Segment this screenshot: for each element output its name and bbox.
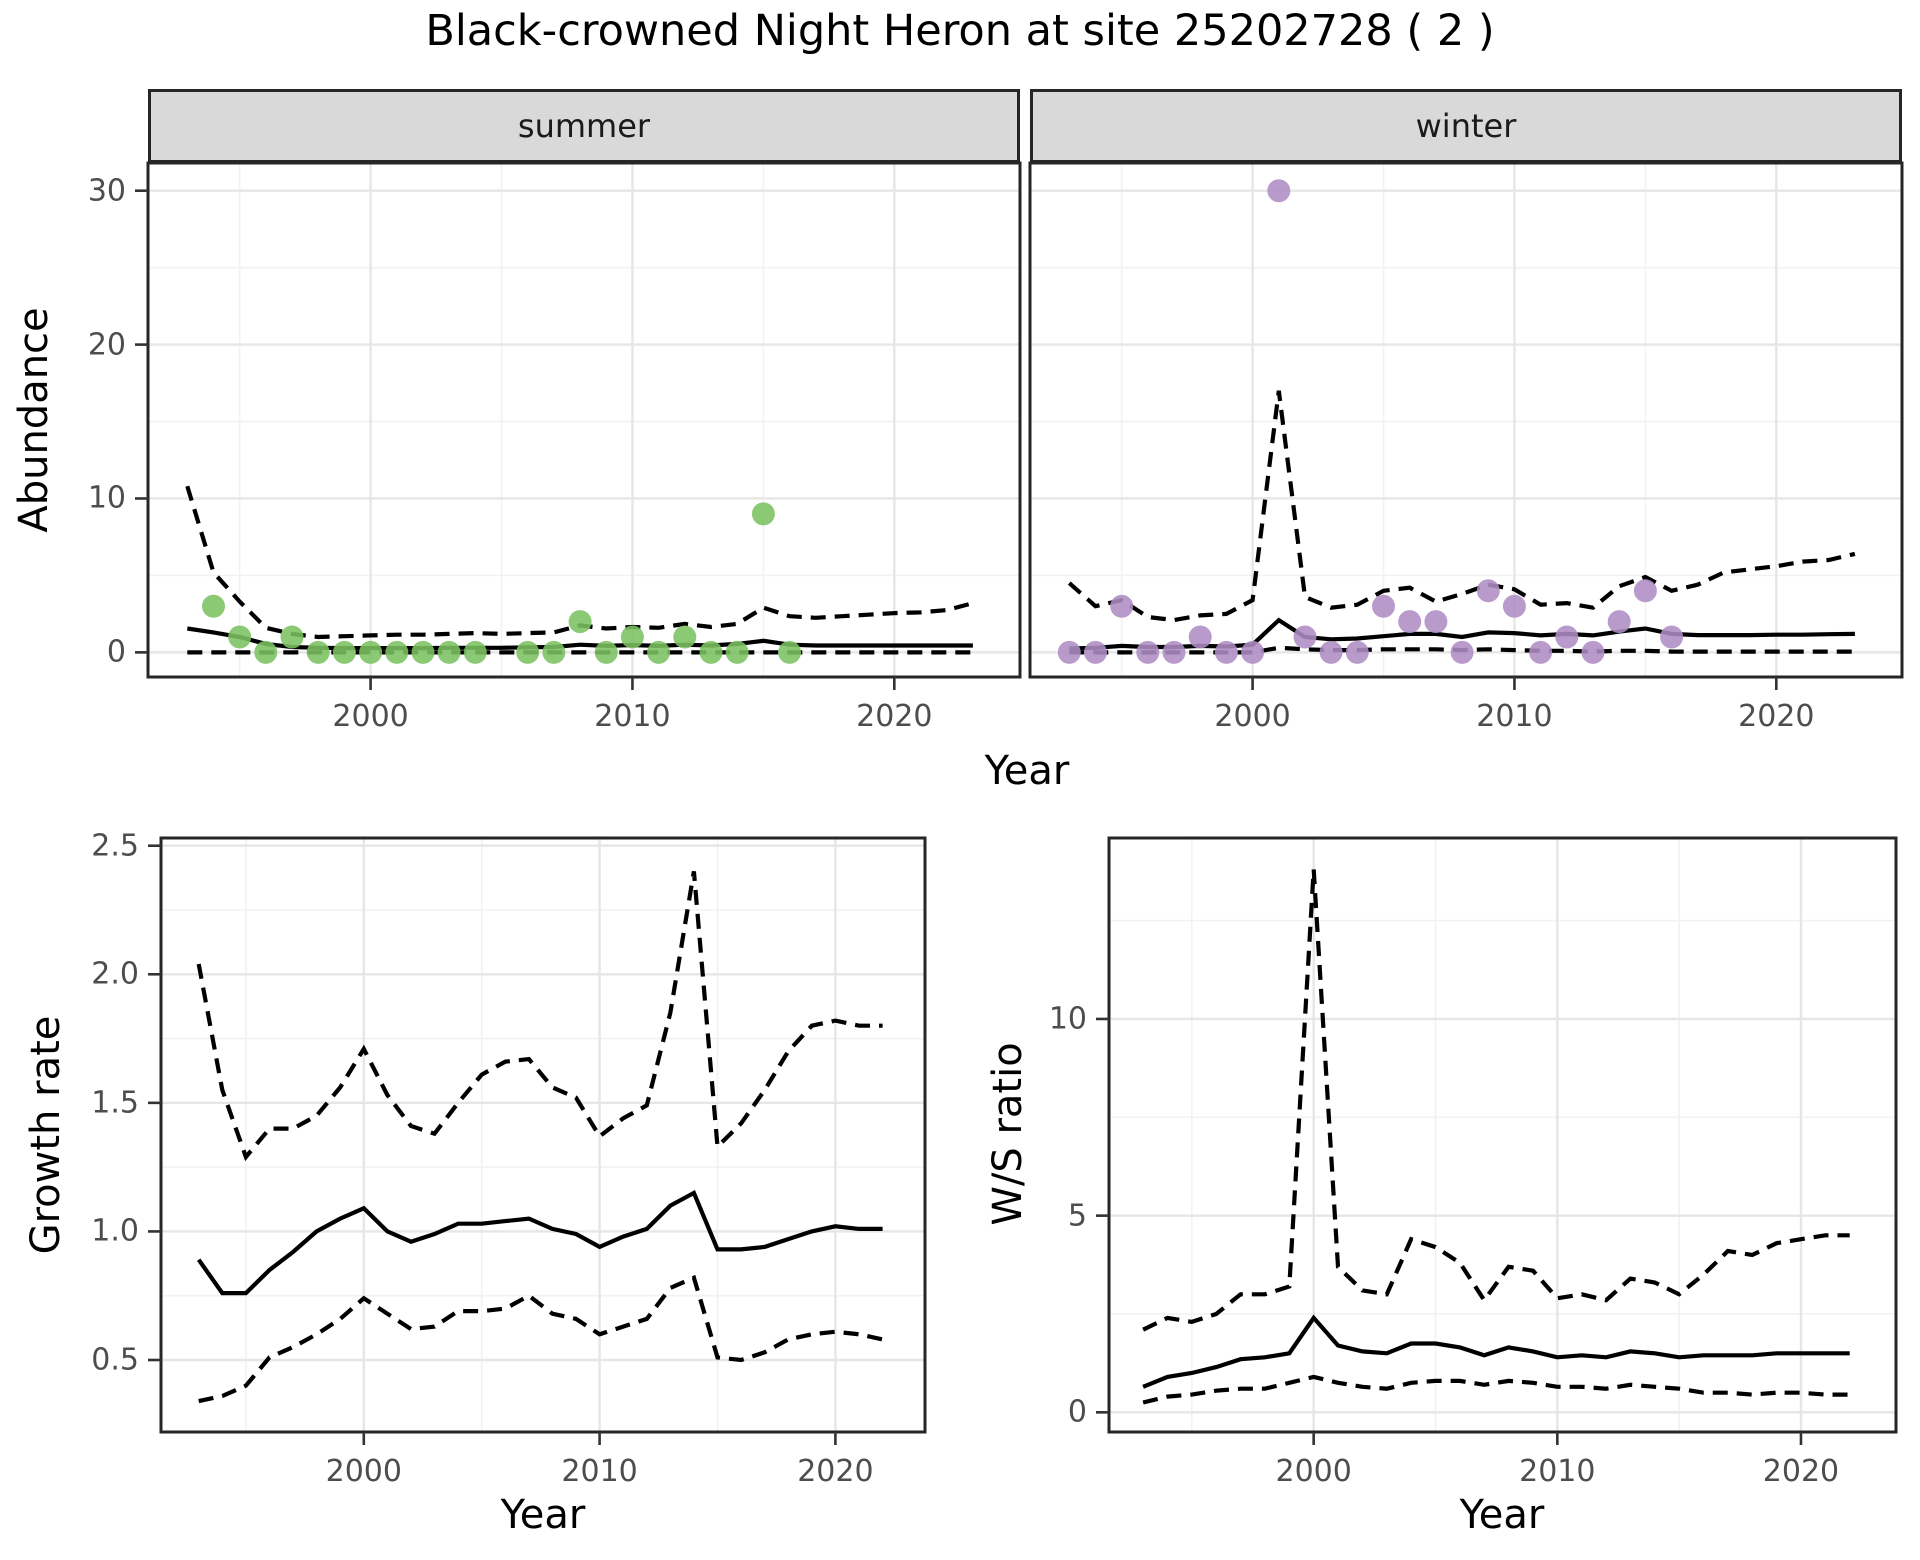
abundance-summer-observation-point	[542, 640, 566, 664]
abundance-summer-observation-point	[228, 625, 252, 649]
abundance-summer-observation-point	[699, 640, 723, 664]
abundance-summer-observation-point	[280, 625, 304, 649]
facet-strip-summer: summer	[148, 89, 1020, 163]
abundance-summer-observation-point	[725, 640, 749, 664]
facet-strip-summer-label: summer	[517, 107, 651, 145]
tick-label: 0	[1067, 1394, 1087, 1430]
abundance-winter-observation-point	[1372, 594, 1395, 618]
growth-rate-upper-ci-line	[196, 871, 883, 1162]
abundance-winter-observation-point	[1424, 610, 1448, 634]
tick-label: 2000	[332, 699, 409, 734]
panel-growth-rate	[148, 836, 927, 1445]
abundance-summer-observation-point	[202, 594, 225, 618]
abundance-winter-observation-point	[1555, 625, 1579, 649]
tick-label: 2.0	[91, 956, 139, 992]
ws-ratio-upper-ci-line	[1142, 869, 1850, 1332]
tick-label: 2010	[594, 699, 671, 734]
abundance-summer-observation-point	[332, 640, 356, 664]
tick-label: 2020	[1762, 1454, 1840, 1489]
abundance-winter-observation-point	[1110, 594, 1134, 618]
x-axis-title-year-top: Year	[984, 748, 1070, 794]
abundance-summer-observation-point	[647, 640, 671, 664]
x-axis-title-year-growth: Year	[500, 1492, 586, 1538]
abundance-winter-observation-point	[1162, 640, 1186, 664]
abundance-winter-observation-point	[1660, 625, 1684, 649]
tick-label: 20	[87, 327, 126, 363]
y-axis-title-ws-ratio: W/S ratio	[985, 1042, 1031, 1226]
abundance-winter-observation-point	[1319, 640, 1343, 664]
abundance-winter-observation-point	[1476, 579, 1500, 603]
abundance-winter-observation-point	[1607, 610, 1631, 634]
y-axis-title-abundance: Abundance	[11, 307, 57, 533]
x-axis-title-year-ws: Year	[1459, 1492, 1545, 1538]
abundance-winter-observation-point	[1633, 579, 1657, 603]
abundance-summer-observation-point	[778, 640, 802, 664]
abundance-winter-observation-point	[1398, 610, 1422, 634]
tick-label: 2010	[561, 1454, 638, 1489]
abundance-summer-observation-point	[385, 640, 409, 664]
abundance-winter-observation-point	[1084, 640, 1107, 664]
abundance-summer-observation-point	[463, 640, 487, 664]
abundance-summer-observation-point	[594, 640, 618, 664]
abundance-winter-observation-point	[1450, 640, 1474, 664]
tick-label: 1.0	[91, 1213, 139, 1249]
tick-label: 2010	[1476, 699, 1553, 734]
tick-label: 2020	[856, 699, 933, 734]
panel-abundance-summer	[135, 161, 1022, 690]
abundance-winter-observation-point	[1241, 640, 1265, 664]
abundance-winter-observation-point	[1581, 640, 1605, 664]
facet-strip-winter: winter	[1030, 89, 1902, 163]
tick-label: 0	[106, 634, 126, 670]
abundance-winter-observation-point	[1188, 625, 1212, 649]
abundance-winter-observation-point	[1136, 640, 1160, 664]
tick-label: 2000	[1275, 1454, 1352, 1489]
tick-label: 10	[1048, 1001, 1087, 1037]
abundance-winter-observation-point	[1345, 640, 1369, 664]
panel-ws-ratio	[1096, 836, 1898, 1445]
facet-strip-winter-label: winter	[1415, 107, 1517, 145]
abundance-summer-observation-point	[568, 610, 592, 634]
tick-label: 0.5	[91, 1342, 139, 1378]
abundance-summer-observation-point	[620, 625, 644, 649]
tick-label: 10	[87, 480, 126, 516]
abundance-winter-observation-point	[1293, 625, 1317, 649]
tick-label: 2020	[1738, 699, 1815, 734]
chart-title: Black-crowned Night Heron at site 252027…	[425, 6, 1495, 56]
y-axis-title-growth-rate: Growth rate	[23, 1015, 69, 1255]
tick-label: 30	[87, 173, 126, 209]
growth-rate-lower-ci-line	[198, 1274, 884, 1404]
tick-label: 1.5	[91, 1085, 139, 1121]
tick-label: 5	[1067, 1198, 1087, 1234]
abundance-summer-observation-point	[306, 640, 330, 664]
tick-label: 2000	[1214, 699, 1291, 734]
ws-ratio-fit-line	[1142, 1314, 1850, 1389]
abundance-winter-observation-point	[1057, 640, 1081, 664]
tick-label: 2020	[797, 1454, 874, 1489]
abundance-summer-observation-point	[751, 502, 775, 526]
abundance-summer-observation-point	[359, 640, 383, 664]
abundance-winter-observation-point	[1529, 640, 1553, 664]
panel-abundance-winter	[1028, 161, 1904, 690]
tick-label: 2010	[1519, 1454, 1596, 1489]
tick-label: 2000	[325, 1454, 402, 1489]
abundance-summer-observation-point	[254, 640, 278, 664]
abundance-winter-observation-point	[1214, 640, 1238, 664]
abundance-winter-observation-point	[1267, 179, 1291, 203]
abundance-summer-observation-point	[516, 640, 540, 664]
abundance-winter-observation-point	[1502, 594, 1526, 618]
abundance-summer-observation-point	[437, 640, 461, 664]
abundance-summer-observation-point	[673, 625, 697, 649]
tick-label: 2.5	[91, 828, 139, 864]
abundance-summer-observation-point	[411, 640, 435, 664]
abundance-winter-upper-ci-line	[1067, 390, 1856, 623]
growth-rate-fit-line	[196, 1189, 883, 1296]
